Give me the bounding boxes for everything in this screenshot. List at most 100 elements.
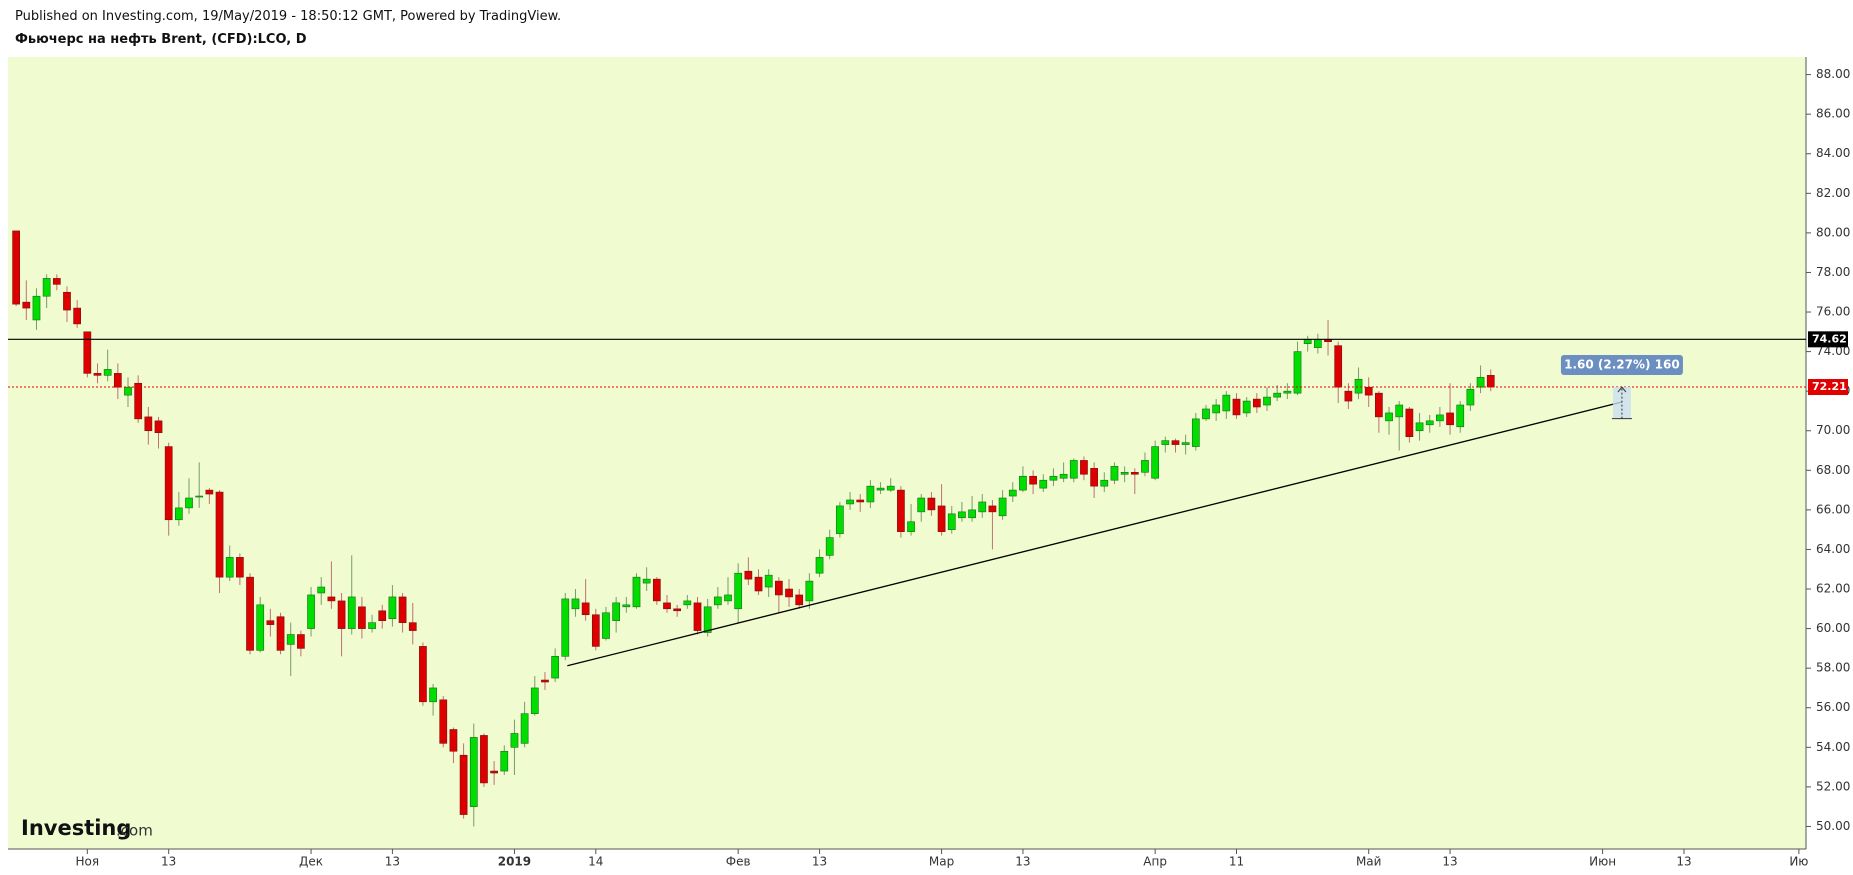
candle-body: [1263, 396, 1271, 406]
candle-body: [1283, 390, 1292, 394]
candle-body: [378, 610, 387, 621]
candle-body: [876, 487, 885, 491]
candle-body: [1019, 475, 1027, 491]
candle-body: [1415, 422, 1424, 432]
candle-body: [63, 291, 71, 311]
candle-body: [1100, 479, 1109, 487]
candle-body: [561, 598, 570, 657]
candle-body: [408, 622, 417, 631]
plot-background: [8, 57, 1806, 849]
candle-body: [1130, 471, 1139, 475]
candle-body: [429, 687, 437, 703]
candle-body: [1232, 398, 1241, 416]
y-tick-label: 84.00: [1816, 146, 1850, 160]
logo-suffix: .com: [116, 822, 153, 840]
x-tick-label: Май: [1356, 855, 1382, 869]
candle-body: [327, 596, 336, 602]
y-tick-label: 60.00: [1816, 621, 1850, 635]
candle-body: [805, 580, 814, 602]
candle-body: [185, 497, 193, 509]
candles: [12, 230, 1495, 827]
x-tick-label: 11: [1229, 855, 1244, 869]
candle-body: [510, 733, 519, 748]
measure-label: 1.60 (2.27%) 160: [1564, 358, 1680, 372]
candle-body: [195, 495, 204, 498]
last-price-label: 72.21: [1812, 380, 1847, 393]
x-tick-label: 13: [1015, 855, 1030, 869]
candle-body: [520, 713, 529, 744]
candle-body: [1222, 394, 1231, 412]
candle-body: [947, 513, 956, 530]
candle-body: [1120, 471, 1129, 475]
logo: Investing .com: [21, 816, 153, 840]
x-tick-label: 13: [1442, 855, 1457, 869]
candle-body: [551, 655, 559, 679]
candle-body: [764, 574, 773, 588]
candle-body: [1354, 379, 1363, 394]
x-tick-label: 13: [812, 855, 827, 869]
published-note: Published on Investing.com, 19/May/2019 …: [15, 9, 562, 24]
candle-body: [1385, 412, 1393, 422]
candle-body: [1161, 440, 1170, 445]
candle-body: [225, 557, 234, 578]
y-tick-label: 66.00: [1816, 502, 1850, 516]
candle-body: [866, 485, 875, 503]
candle-body: [988, 505, 997, 513]
candle-body: [459, 754, 468, 815]
candle-body: [703, 606, 712, 633]
candle-body: [1313, 339, 1322, 348]
last-price-bg: [1808, 379, 1848, 396]
candle-body: [1049, 475, 1058, 481]
candle-body: [754, 576, 763, 592]
candle-body: [1273, 392, 1282, 398]
measure-arrowhead: [1617, 386, 1627, 393]
candle-body: [93, 373, 102, 376]
candle-body: [683, 600, 692, 606]
candle-body: [83, 331, 92, 374]
candle-body: [1303, 339, 1312, 344]
candle-body: [42, 278, 51, 297]
x-tick-label: Июн: [1589, 855, 1616, 869]
measure-area: [1612, 387, 1631, 419]
candle-body: [205, 489, 214, 495]
candle-body: [775, 580, 783, 596]
candle-body: [591, 614, 600, 647]
candle-body: [490, 770, 498, 774]
candle-body: [337, 600, 346, 629]
candle-body: [1436, 414, 1444, 422]
y-tick-label: 62.00: [1816, 582, 1850, 596]
x-tick-label: Апр: [1143, 855, 1167, 869]
candle-body: [1069, 460, 1078, 479]
candle-body: [917, 497, 926, 513]
candle-body: [1090, 468, 1098, 487]
trend-line: [567, 401, 1623, 667]
candle-body: [246, 576, 254, 651]
candle-body: [886, 485, 895, 491]
candle-body: [1252, 398, 1261, 408]
logo-text: Investing: [21, 816, 131, 840]
candle-body: [347, 596, 356, 629]
y-tick-label: 68.00: [1816, 463, 1850, 477]
candle-body: [744, 570, 753, 580]
candle-body: [1344, 390, 1353, 402]
candle-body: [52, 278, 61, 285]
y-tick-label: 80.00: [1816, 225, 1850, 239]
candle-body: [612, 602, 621, 621]
candle-body: [1476, 377, 1485, 388]
candle-body: [1181, 442, 1190, 445]
y-tick-label: 88.00: [1816, 67, 1850, 81]
candle-body: [1080, 460, 1088, 475]
candle-body: [978, 501, 987, 513]
y-tick-label: 82.00: [1816, 186, 1850, 200]
y-tick-label: 70.00: [1816, 423, 1850, 437]
candle-body: [1171, 440, 1180, 445]
candle-body: [622, 604, 631, 608]
candle-body: [1425, 420, 1434, 426]
candle-body: [907, 521, 915, 532]
candle-body: [1375, 392, 1383, 418]
candle-body: [1293, 351, 1302, 394]
candle-body: [652, 578, 661, 602]
candle-body: [266, 620, 275, 625]
candle-body: [663, 602, 671, 610]
candle-body: [480, 735, 488, 784]
